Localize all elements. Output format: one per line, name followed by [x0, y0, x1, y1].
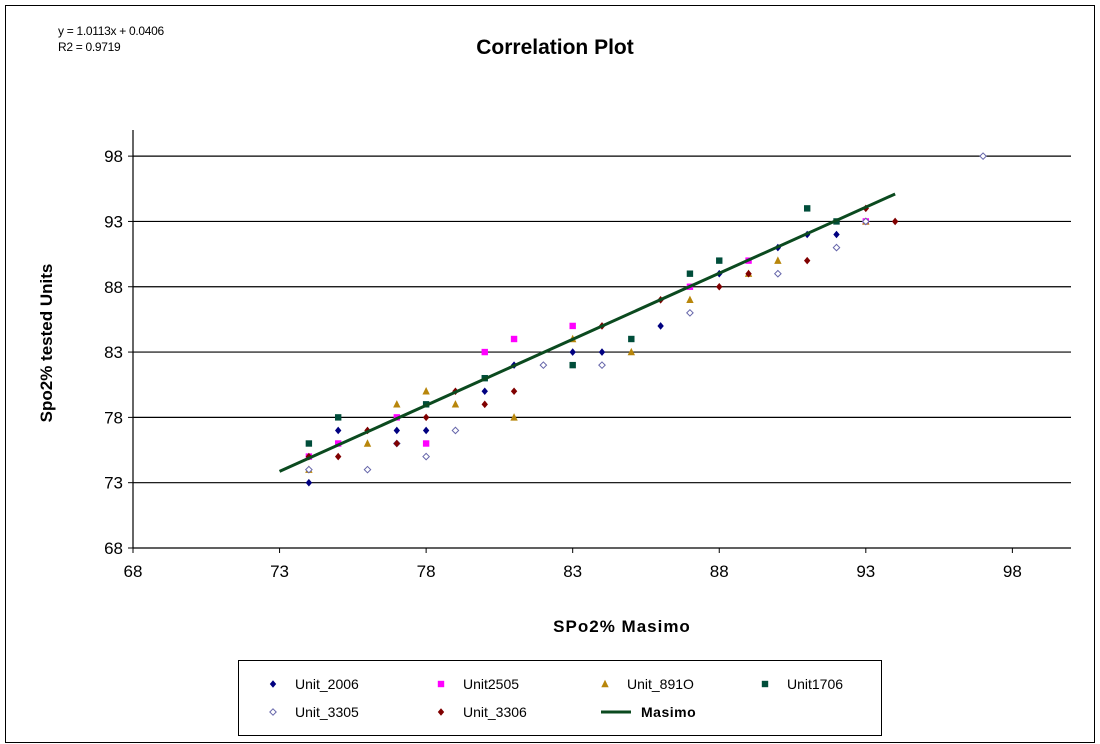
legend-swatch [269, 680, 277, 688]
legend-marker [601, 679, 609, 688]
data-point [803, 205, 811, 212]
legend-label: Unit_3305 [295, 704, 359, 720]
legend-swatch [437, 680, 445, 688]
data-point [393, 439, 401, 448]
data-point [569, 322, 576, 330]
data-point [363, 439, 372, 447]
series-unit-891o [305, 217, 870, 473]
data-point [569, 348, 576, 356]
data-point [686, 270, 694, 277]
y-tick-label: 98 [104, 147, 123, 166]
data-point [304, 465, 313, 474]
x-tick-label: 83 [563, 562, 582, 581]
data-point [774, 256, 782, 264]
data-point [686, 295, 694, 304]
legend-swatch [437, 708, 445, 716]
regression-equation: y = 1.0113x + 0.0406 [58, 24, 164, 38]
data-point [598, 361, 606, 370]
x-tick-label: 73 [270, 562, 289, 581]
data-point [451, 400, 460, 408]
legend-marker [437, 680, 445, 688]
x-tick-label: 93 [856, 562, 875, 581]
legend-marker [761, 680, 769, 688]
data-point [422, 413, 430, 422]
data-point [451, 426, 460, 435]
legend-swatch [601, 679, 609, 688]
x-tick-label: 88 [710, 562, 729, 581]
legend-swatch [601, 710, 631, 714]
series-unit-3305 [304, 152, 987, 474]
data-point [745, 269, 752, 278]
data-point [716, 257, 723, 264]
data-point [628, 335, 635, 343]
legend-label: Masimo [641, 704, 697, 720]
series-unit2505 [305, 218, 870, 460]
data-point [510, 387, 518, 396]
data-point [363, 465, 372, 474]
data-point [979, 152, 987, 161]
y-tick-label: 73 [104, 474, 123, 493]
data-point [833, 230, 840, 239]
chart-frame [5, 5, 1095, 743]
legend: Unit_2006 Unit2505 Unit_891O Unit1706 Unit_3… [238, 660, 882, 736]
data-point [510, 335, 518, 343]
x-tick-label: 78 [417, 562, 436, 581]
data-point [481, 387, 488, 396]
data-point [422, 426, 430, 435]
legend-marker [269, 708, 277, 716]
data-point [422, 387, 430, 395]
y-tick-label: 88 [104, 278, 123, 297]
data-point [803, 256, 811, 265]
data-point [481, 400, 488, 409]
y-tick-label: 93 [104, 212, 123, 231]
data-point [334, 452, 342, 461]
series-unit-2006 [305, 230, 840, 487]
data-point [481, 348, 488, 356]
legend-label: Unit_3306 [463, 704, 527, 720]
data-point [510, 413, 518, 421]
x-tick-label: 98 [1003, 562, 1022, 581]
y-tick-label: 83 [104, 343, 123, 362]
data-point [334, 426, 342, 435]
data-point [422, 452, 431, 461]
trendline-masimo [278, 192, 896, 473]
legend-label: Unit_2006 [295, 676, 359, 692]
data-point [539, 361, 548, 370]
legend-label: Unit_891O [627, 676, 694, 692]
data-point [686, 308, 694, 317]
data-point [891, 217, 899, 226]
legend-label: Unit2505 [463, 676, 520, 692]
legend-swatch [269, 708, 277, 716]
legend-label: Unit1706 [787, 676, 844, 692]
legend-marker [437, 708, 445, 716]
chart-title: Correlation Plot [476, 36, 634, 59]
data-point [422, 440, 430, 447]
data-point [305, 440, 313, 447]
data-point [569, 361, 576, 369]
data-point [716, 282, 723, 291]
data-point [393, 426, 401, 435]
data-point [393, 400, 401, 408]
x-tick-label: 68 [124, 562, 143, 581]
data-point [657, 322, 664, 330]
r-squared-value: R2 = 0.9719 [58, 40, 121, 54]
data-point [773, 269, 782, 278]
y-tick-label: 68 [104, 539, 123, 558]
y-tick-label: 78 [104, 408, 123, 427]
data-point [861, 217, 870, 226]
data-point [598, 348, 606, 356]
x-axis-label: SPo2% Masimo [553, 617, 691, 636]
y-axis-label: Spo2% tested Units [37, 264, 56, 423]
legend-swatch [761, 680, 769, 688]
data-point [334, 414, 342, 421]
data-point [627, 347, 636, 356]
legend-marker [269, 680, 277, 688]
series-unit-3306 [305, 204, 899, 461]
data-point [832, 243, 841, 252]
data-point [305, 478, 313, 487]
